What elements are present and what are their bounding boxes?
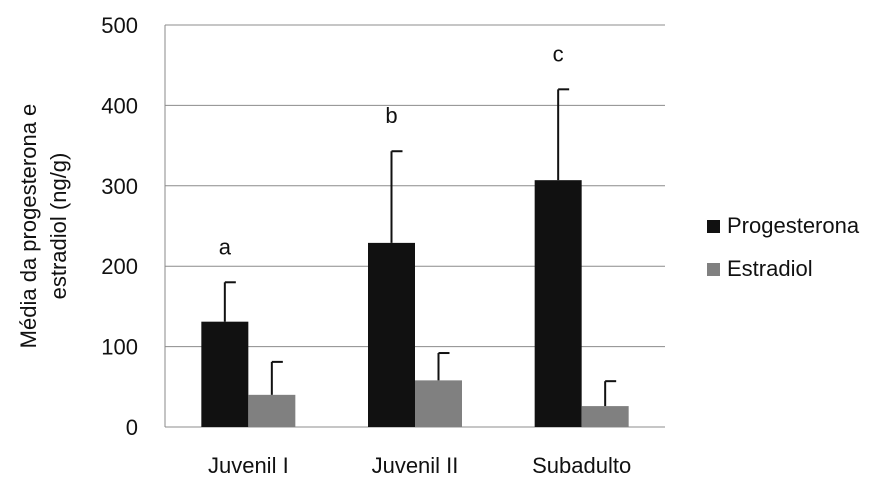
significance-letter: c <box>553 41 564 66</box>
y-tick-label: 300 <box>101 174 138 199</box>
bar-estradiol-2 <box>415 380 462 427</box>
legend-label: Estradiol <box>727 256 813 281</box>
significance-letter: b <box>385 103 397 128</box>
bar-estradiol-1 <box>248 394 296 427</box>
bar-estradiol-3 <box>581 406 629 427</box>
y-axis-ticks: 0 100 200 300 400 500 <box>101 13 138 440</box>
y-tick-label: 0 <box>126 415 138 440</box>
y-tick-label: 400 <box>101 93 138 118</box>
x-category-label: Juvenil II <box>372 453 459 478</box>
x-category-label: Subadulto <box>532 453 631 478</box>
y-tick-label: 200 <box>101 254 138 279</box>
bar-progesterona-1 <box>201 321 249 427</box>
error-bars <box>223 88 617 407</box>
x-category-label: Juvenil I <box>208 453 289 478</box>
bar-progesterona-3 <box>534 180 582 427</box>
y-axis-title-line: Média da progesterona e <box>16 104 41 349</box>
legend: Progesterona Estradiol <box>707 213 860 281</box>
bars <box>201 180 629 427</box>
significance-letter: a <box>219 234 232 259</box>
x-axis-labels: Juvenil I Juvenil II Subadulto <box>208 453 631 478</box>
y-axis-title-line: estradiol (ng/g) <box>46 153 71 300</box>
legend-swatch <box>707 220 720 233</box>
bar-progesterona-2 <box>368 242 415 427</box>
legend-swatch <box>707 263 720 276</box>
legend-label: Progesterona <box>727 213 860 238</box>
annotations: a b c <box>219 41 564 259</box>
y-tick-label: 500 <box>101 13 138 38</box>
y-tick-label: 100 <box>101 335 138 360</box>
y-axis-title: Média da progesterona e estradiol (ng/g) <box>16 104 71 349</box>
